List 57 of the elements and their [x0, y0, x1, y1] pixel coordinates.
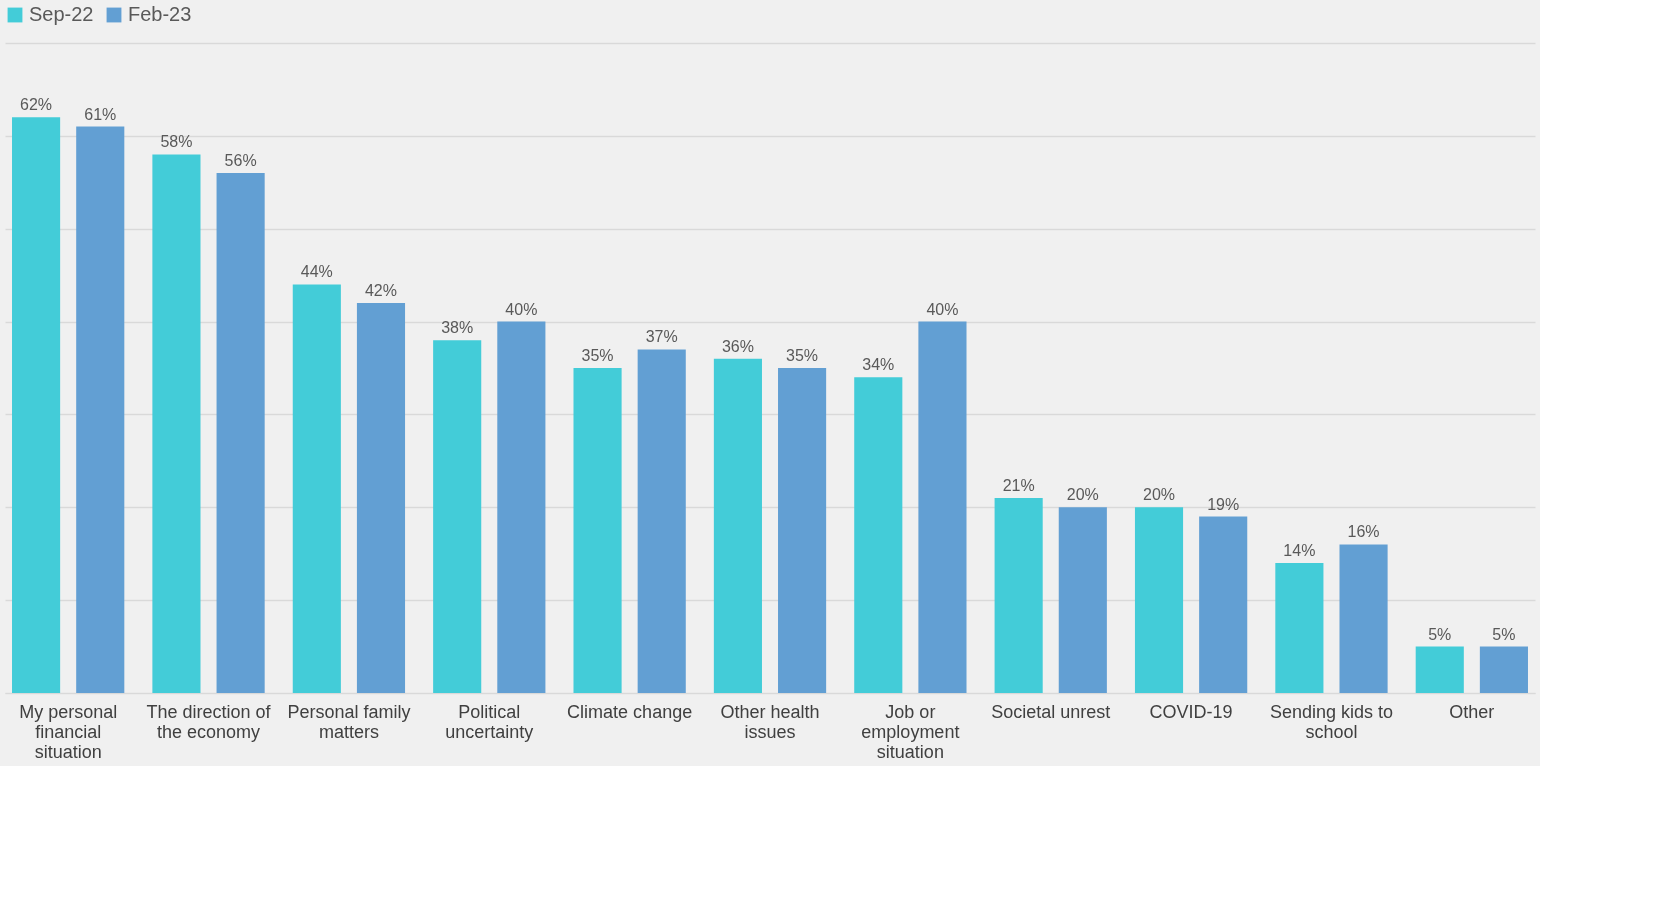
bar	[356, 303, 406, 693]
bar	[76, 126, 125, 693]
bar	[1415, 646, 1464, 693]
bar	[778, 368, 827, 693]
data-label: 44%	[300, 263, 333, 281]
bar	[292, 284, 341, 693]
data-label: 20%	[1066, 486, 1099, 504]
bar	[637, 349, 686, 693]
x-tick-label: Climate change	[567, 701, 693, 722]
data-label: 62%	[20, 96, 53, 114]
bar	[994, 498, 1043, 693]
bar	[433, 340, 482, 693]
bar	[12, 117, 61, 693]
x-tick-label: Job or employment situation	[861, 701, 960, 762]
bar	[713, 358, 762, 693]
bar	[1275, 563, 1324, 693]
data-label: 14%	[1283, 542, 1316, 559]
x-tick-label: Societal unrest	[991, 701, 1111, 722]
bar	[216, 173, 265, 693]
data-label: 38%	[441, 319, 474, 337]
bar	[854, 377, 903, 693]
data-label: 58%	[160, 133, 193, 151]
bar	[573, 368, 622, 693]
x-tick-label: Sending kids to school	[1269, 701, 1394, 742]
data-label: 34%	[862, 356, 895, 374]
x-tick-label: Other health issues	[720, 701, 820, 742]
data-label: 40%	[505, 300, 538, 318]
data-label: 35%	[581, 347, 614, 364]
bar	[152, 154, 201, 693]
bar	[497, 321, 546, 693]
x-tick-label: The direction of the economy	[146, 701, 272, 742]
data-label: 19%	[1207, 495, 1240, 513]
data-label: 35%	[786, 347, 819, 364]
bar	[1199, 516, 1248, 693]
data-label: 61%	[84, 105, 117, 123]
x-tick-label: Personal family matters	[287, 701, 411, 742]
x-tick-label: COVID-19	[1149, 701, 1233, 722]
x-tick-label: My personal financial situation	[19, 701, 118, 762]
bar	[1058, 507, 1107, 693]
data-label: 5%	[1492, 625, 1516, 643]
data-label: 20%	[1143, 486, 1176, 504]
legend-label: Sep-22	[29, 3, 94, 25]
data-label: 16%	[1347, 523, 1380, 541]
x-tick-label: Political uncertainty	[445, 701, 534, 742]
x-tick-label: Other	[1449, 701, 1495, 722]
bar	[1339, 544, 1388, 693]
data-label: 56%	[224, 152, 257, 169]
bar	[918, 321, 967, 693]
bar	[1134, 507, 1184, 693]
data-label: 21%	[1002, 477, 1035, 494]
data-label: 5%	[1428, 625, 1452, 643]
data-label: 36%	[721, 337, 754, 355]
data-label: 42%	[364, 282, 397, 299]
data-label: 37%	[645, 328, 678, 346]
bar	[1479, 646, 1528, 693]
data-label: 40%	[926, 300, 959, 318]
legend-label: Feb-23	[128, 3, 192, 25]
